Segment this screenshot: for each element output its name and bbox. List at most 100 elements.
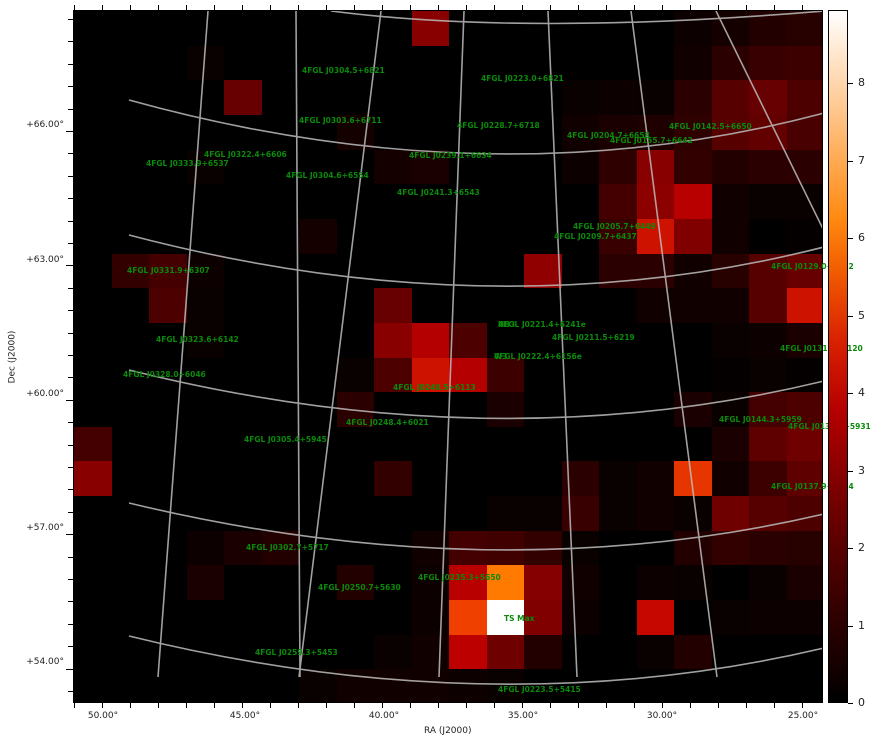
- heatmap-cell: [486, 426, 524, 462]
- heatmap-cell: [186, 253, 224, 289]
- heatmap-cell: [599, 218, 637, 254]
- heatmap-cell: [486, 669, 524, 702]
- source-label: 4FGL J0137.9+5814: [771, 482, 854, 491]
- heatmap-cell: [224, 184, 262, 219]
- heatmap-cell: [224, 634, 262, 670]
- heatmap-cell: [786, 218, 822, 254]
- y-axis-title: Dec (J2000): [7, 330, 18, 384]
- heatmap-cell: [336, 461, 374, 497]
- heatmap-cell: [524, 114, 562, 150]
- heatmap-cell: [711, 426, 749, 462]
- colorbar-tick-label: 2: [858, 541, 865, 554]
- x-minor-tick: [410, 703, 411, 708]
- heatmap-cell: [599, 114, 637, 150]
- x-minor-tick: [606, 703, 607, 708]
- heatmap-cell: [74, 218, 112, 254]
- y-minor-tick: [68, 691, 73, 692]
- heatmap-cell: [486, 634, 524, 670]
- heatmap-cell: [599, 565, 637, 601]
- heatmap-cell: [711, 80, 749, 115]
- source-label: 4FGL J0322.4+6606: [204, 150, 287, 159]
- source-label: 4FGL J0142.5+6650: [669, 122, 752, 131]
- x-minor-tick: [186, 703, 187, 708]
- heatmap-cell: [111, 426, 149, 462]
- heatmap-cell: [299, 149, 337, 185]
- x-top-tick: [410, 5, 411, 10]
- heatmap-cell: [374, 426, 412, 462]
- heatmap-cell: [599, 600, 637, 635]
- y-tick-label: +66.00°: [26, 120, 64, 130]
- heatmap-cell: [411, 45, 449, 81]
- heatmap-cell: [261, 357, 299, 393]
- heatmap-cell: [711, 218, 749, 254]
- heatmap-cell: [599, 392, 637, 427]
- heatmap-cell: [224, 45, 262, 81]
- heatmap-cell: [299, 114, 337, 150]
- heatmap-cell: [636, 253, 674, 289]
- source-label: 4FGL J0131.3+6120: [780, 344, 863, 353]
- heatmap-cell: [186, 392, 224, 427]
- x-tick-label: 30.00°: [646, 711, 678, 721]
- heatmap-cell: [224, 149, 262, 185]
- colorbar-tick-label: 5: [858, 309, 865, 322]
- heatmap-cell: [186, 80, 224, 115]
- x-top-tick: [214, 5, 215, 10]
- heatmap-cell: [374, 600, 412, 635]
- heatmap-cell: [599, 288, 637, 323]
- heatmap-cell: [486, 565, 524, 601]
- heatmap-cell: [224, 426, 262, 462]
- heatmap-cell: [711, 357, 749, 393]
- heatmap-cell: [599, 461, 637, 497]
- heatmap-cell: [186, 322, 224, 358]
- source-label: 4FGL J0223.0+6821: [481, 74, 564, 83]
- x-minor-tick: [158, 703, 159, 708]
- heatmap-cell: [186, 114, 224, 150]
- heatmap-cell: [599, 426, 637, 462]
- heatmap-cell: [299, 565, 337, 601]
- heatmap-cell: [374, 392, 412, 427]
- x-minor-tick: [578, 703, 579, 708]
- colorbar-tick: [848, 316, 853, 317]
- source-label: 4FGL J0304.5+6821: [302, 66, 385, 75]
- heatmap-cell: [561, 496, 599, 531]
- heatmap-cell: [599, 669, 637, 702]
- heatmap-cell: [561, 669, 599, 702]
- heatmap-cell: [336, 80, 374, 115]
- heatmap-cell: [561, 288, 599, 323]
- heatmap-cell: [261, 184, 299, 219]
- heatmap-cell: [149, 565, 187, 601]
- source-label: 4FGL J0240.5+6113: [393, 383, 476, 392]
- x-top-tick: [74, 5, 75, 10]
- y-minor-tick: [68, 489, 73, 490]
- x-minor-tick: [718, 703, 719, 708]
- colorbar-tick-label: 8: [858, 76, 865, 89]
- heatmap-cell: [486, 45, 524, 81]
- heatmap-cell: [711, 184, 749, 219]
- heatmap-cell: [786, 565, 822, 601]
- x-minor-tick: [550, 703, 551, 708]
- heatmap-cell: [186, 565, 224, 601]
- heatmap-cell: [336, 600, 374, 635]
- heatmap-cell: [149, 600, 187, 635]
- y-minor-tick: [68, 19, 73, 20]
- heatmap-cell: [261, 80, 299, 115]
- heatmap-cell: [524, 80, 562, 115]
- x-minor-tick: [746, 703, 747, 708]
- heatmap-cell: [224, 669, 262, 702]
- y-minor-tick: [66, 534, 73, 535]
- heatmap-cell: [111, 322, 149, 358]
- heatmap-cell: [336, 565, 374, 601]
- heatmap-cell: [486, 149, 524, 185]
- heatmap-cell: [749, 600, 787, 635]
- heatmap-cell: [336, 253, 374, 289]
- heatmap-cell: [111, 392, 149, 427]
- heatmap-cell: [224, 392, 262, 427]
- heatmap-cell: [411, 634, 449, 670]
- heatmap-cell: [111, 530, 149, 566]
- heatmap-cell: [111, 253, 149, 289]
- x-minor-tick: [102, 703, 103, 708]
- x-top-tick: [662, 5, 663, 10]
- heatmap-cell: [449, 357, 487, 393]
- heatmap-cell: [374, 288, 412, 323]
- heatmap-cell: [374, 565, 412, 601]
